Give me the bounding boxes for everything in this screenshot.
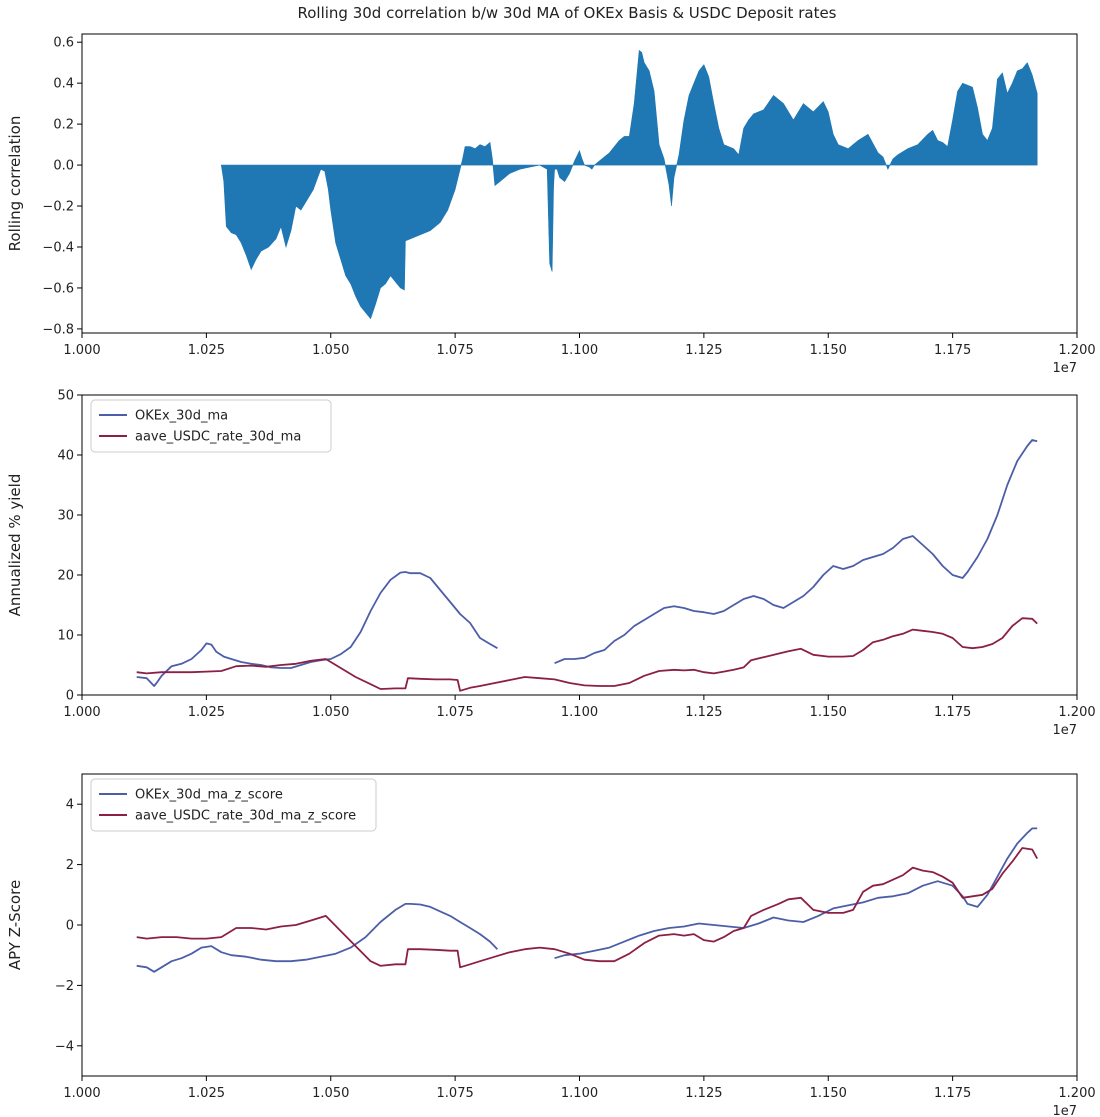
x-tick-label: 1.150	[810, 705, 847, 720]
y-tick-label: 0.2	[53, 118, 74, 133]
x-tick-label: 1.050	[312, 705, 349, 720]
y-tick-label: −0.8	[42, 322, 74, 337]
x-tick-label: 1.200	[1058, 343, 1095, 358]
legend-label-aave_USDC_rate_30d_ma_z_score: aave_USDC_rate_30d_ma_z_score	[135, 809, 356, 824]
chart-rolling-correlation: 1.000 1.025 1.050 1.075 1.100 1.125 1.150 1.175…	[6, 33, 1096, 376]
y-axis-label: Rolling correlation	[6, 116, 24, 252]
x-offset-label: 1e7	[1052, 723, 1077, 738]
series-line-aave_USDC_rate_30d_ma_z_score	[136, 847, 1038, 969]
y-tick-label: −4	[55, 1039, 74, 1054]
x-tick-label: 1.050	[312, 1086, 349, 1101]
x-tick-label: 1.000	[63, 343, 100, 358]
x-offset-label: 1e7	[1052, 361, 1077, 376]
y-tick-label: −0.2	[42, 200, 74, 215]
x-tick-label: 1.150	[810, 1086, 847, 1101]
x-tick-label: 1.000	[63, 1086, 100, 1101]
y-tick-label: −0.4	[42, 240, 74, 255]
x-tick-label: 1.025	[188, 343, 225, 358]
x-tick-label: 1.125	[685, 343, 722, 358]
y-tick-label: 0.6	[53, 36, 74, 51]
y-tick-label: 0.4	[53, 77, 74, 92]
x-tick-label: 1.075	[437, 705, 474, 720]
x-tick-label: 1.100	[561, 705, 598, 720]
legend-label-OKEx_30d_ma_z_score: OKEx_30d_ma_z_score	[135, 788, 283, 803]
x-tick-label: 1.075	[437, 1086, 474, 1101]
chart-apy-z-score: 1.000 1.025 1.050 1.075 1.100 1.125 1.150 1.175…	[6, 773, 1096, 1117]
y-tick-label: 50	[57, 389, 74, 404]
series-line-aave_USDC_rate_30d_ma	[136, 617, 1038, 692]
x-tick-label: 1.100	[561, 343, 598, 358]
y-tick-label: 2	[66, 858, 74, 873]
x-tick-label: 1.025	[188, 705, 225, 720]
x-tick-label: 1.200	[1058, 1086, 1095, 1101]
y-tick-label: 0.0	[53, 159, 74, 174]
x-tick-label: 1.000	[63, 705, 100, 720]
y-tick-label: 4	[66, 798, 74, 813]
x-tick-label: 1.150	[810, 343, 847, 358]
x-tick-label: 1.125	[685, 705, 722, 720]
legend-box	[90, 399, 332, 453]
legend-box	[90, 778, 377, 832]
y-tick-label: 10	[57, 629, 74, 644]
y-axis-label: APY Z-Score	[6, 880, 24, 970]
y-tick-label: 20	[57, 569, 74, 584]
y-tick-label: 0	[66, 919, 74, 934]
x-tick-label: 1.050	[312, 343, 349, 358]
x-tick-label: 1.175	[934, 343, 971, 358]
legend-label-OKEx_30d_ma: OKEx_30d_ma	[135, 409, 228, 424]
x-tick-label: 1.075	[437, 343, 474, 358]
x-tick-label: 1.125	[685, 1086, 722, 1101]
figure-title: Rolling 30d correlation b/w 30d MA of OK…	[297, 4, 836, 22]
series-line-OKEx_30d_ma	[136, 439, 1038, 687]
x-tick-label: 1.025	[188, 1086, 225, 1101]
chart-annualized-yield: 1.000 1.025 1.050 1.075 1.100 1.125 1.150 1.175…	[6, 389, 1096, 739]
y-tick-label: 30	[57, 509, 74, 524]
series-area-rolling_corr	[220, 49, 1038, 320]
x-offset-label: 1e7	[1052, 1104, 1077, 1117]
x-tick-label: 1.175	[934, 705, 971, 720]
y-tick-label: 40	[57, 449, 74, 464]
legend-label-aave_USDC_rate_30d_ma: aave_USDC_rate_30d_ma	[135, 430, 301, 445]
y-axis-label: Annualized % yield	[6, 474, 24, 617]
y-tick-label: −0.6	[42, 281, 74, 296]
y-tick-label: 0	[66, 689, 74, 704]
series-line-OKEx_30d_ma_z_score	[136, 827, 1038, 973]
x-tick-label: 1.100	[561, 1086, 598, 1101]
y-tick-label: −2	[55, 979, 74, 994]
x-tick-label: 1.175	[934, 1086, 971, 1101]
x-tick-label: 1.200	[1058, 705, 1095, 720]
